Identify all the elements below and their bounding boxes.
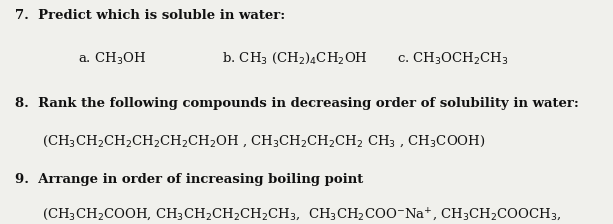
Text: 7.  Predict which is soluble in water:: 7. Predict which is soluble in water: [15,9,286,22]
Text: 8.  Rank the following compounds in decreasing order of solubility in water:: 8. Rank the following compounds in decre… [15,97,579,110]
Text: (CH$_3$CH$_2$COOH, CH$_3$CH$_2$CH$_2$CH$_2$CH$_3$,  CH$_3$CH$_2$COO$^{-}$Na$^{+}: (CH$_3$CH$_2$COOH, CH$_3$CH$_2$CH$_2$CH$… [42,206,562,223]
Text: 9.  Arrange in order of increasing boiling point: 9. Arrange in order of increasing boilin… [15,173,364,186]
Text: (CH$_3$CH$_2$CH$_2$CH$_2$CH$_2$CH$_2$OH , CH$_3$CH$_2$CH$_2$CH$_2$ CH$_3$ , CH$_: (CH$_3$CH$_2$CH$_2$CH$_2$CH$_2$CH$_2$OH … [42,134,485,149]
Text: c. CH$_3$OCH$_2$CH$_3$: c. CH$_3$OCH$_2$CH$_3$ [397,51,508,67]
Text: a. CH$_3$OH: a. CH$_3$OH [78,51,147,67]
Text: b. CH$_3$ (CH$_2$)$_4$CH$_2$OH: b. CH$_3$ (CH$_2$)$_4$CH$_2$OH [223,51,368,66]
